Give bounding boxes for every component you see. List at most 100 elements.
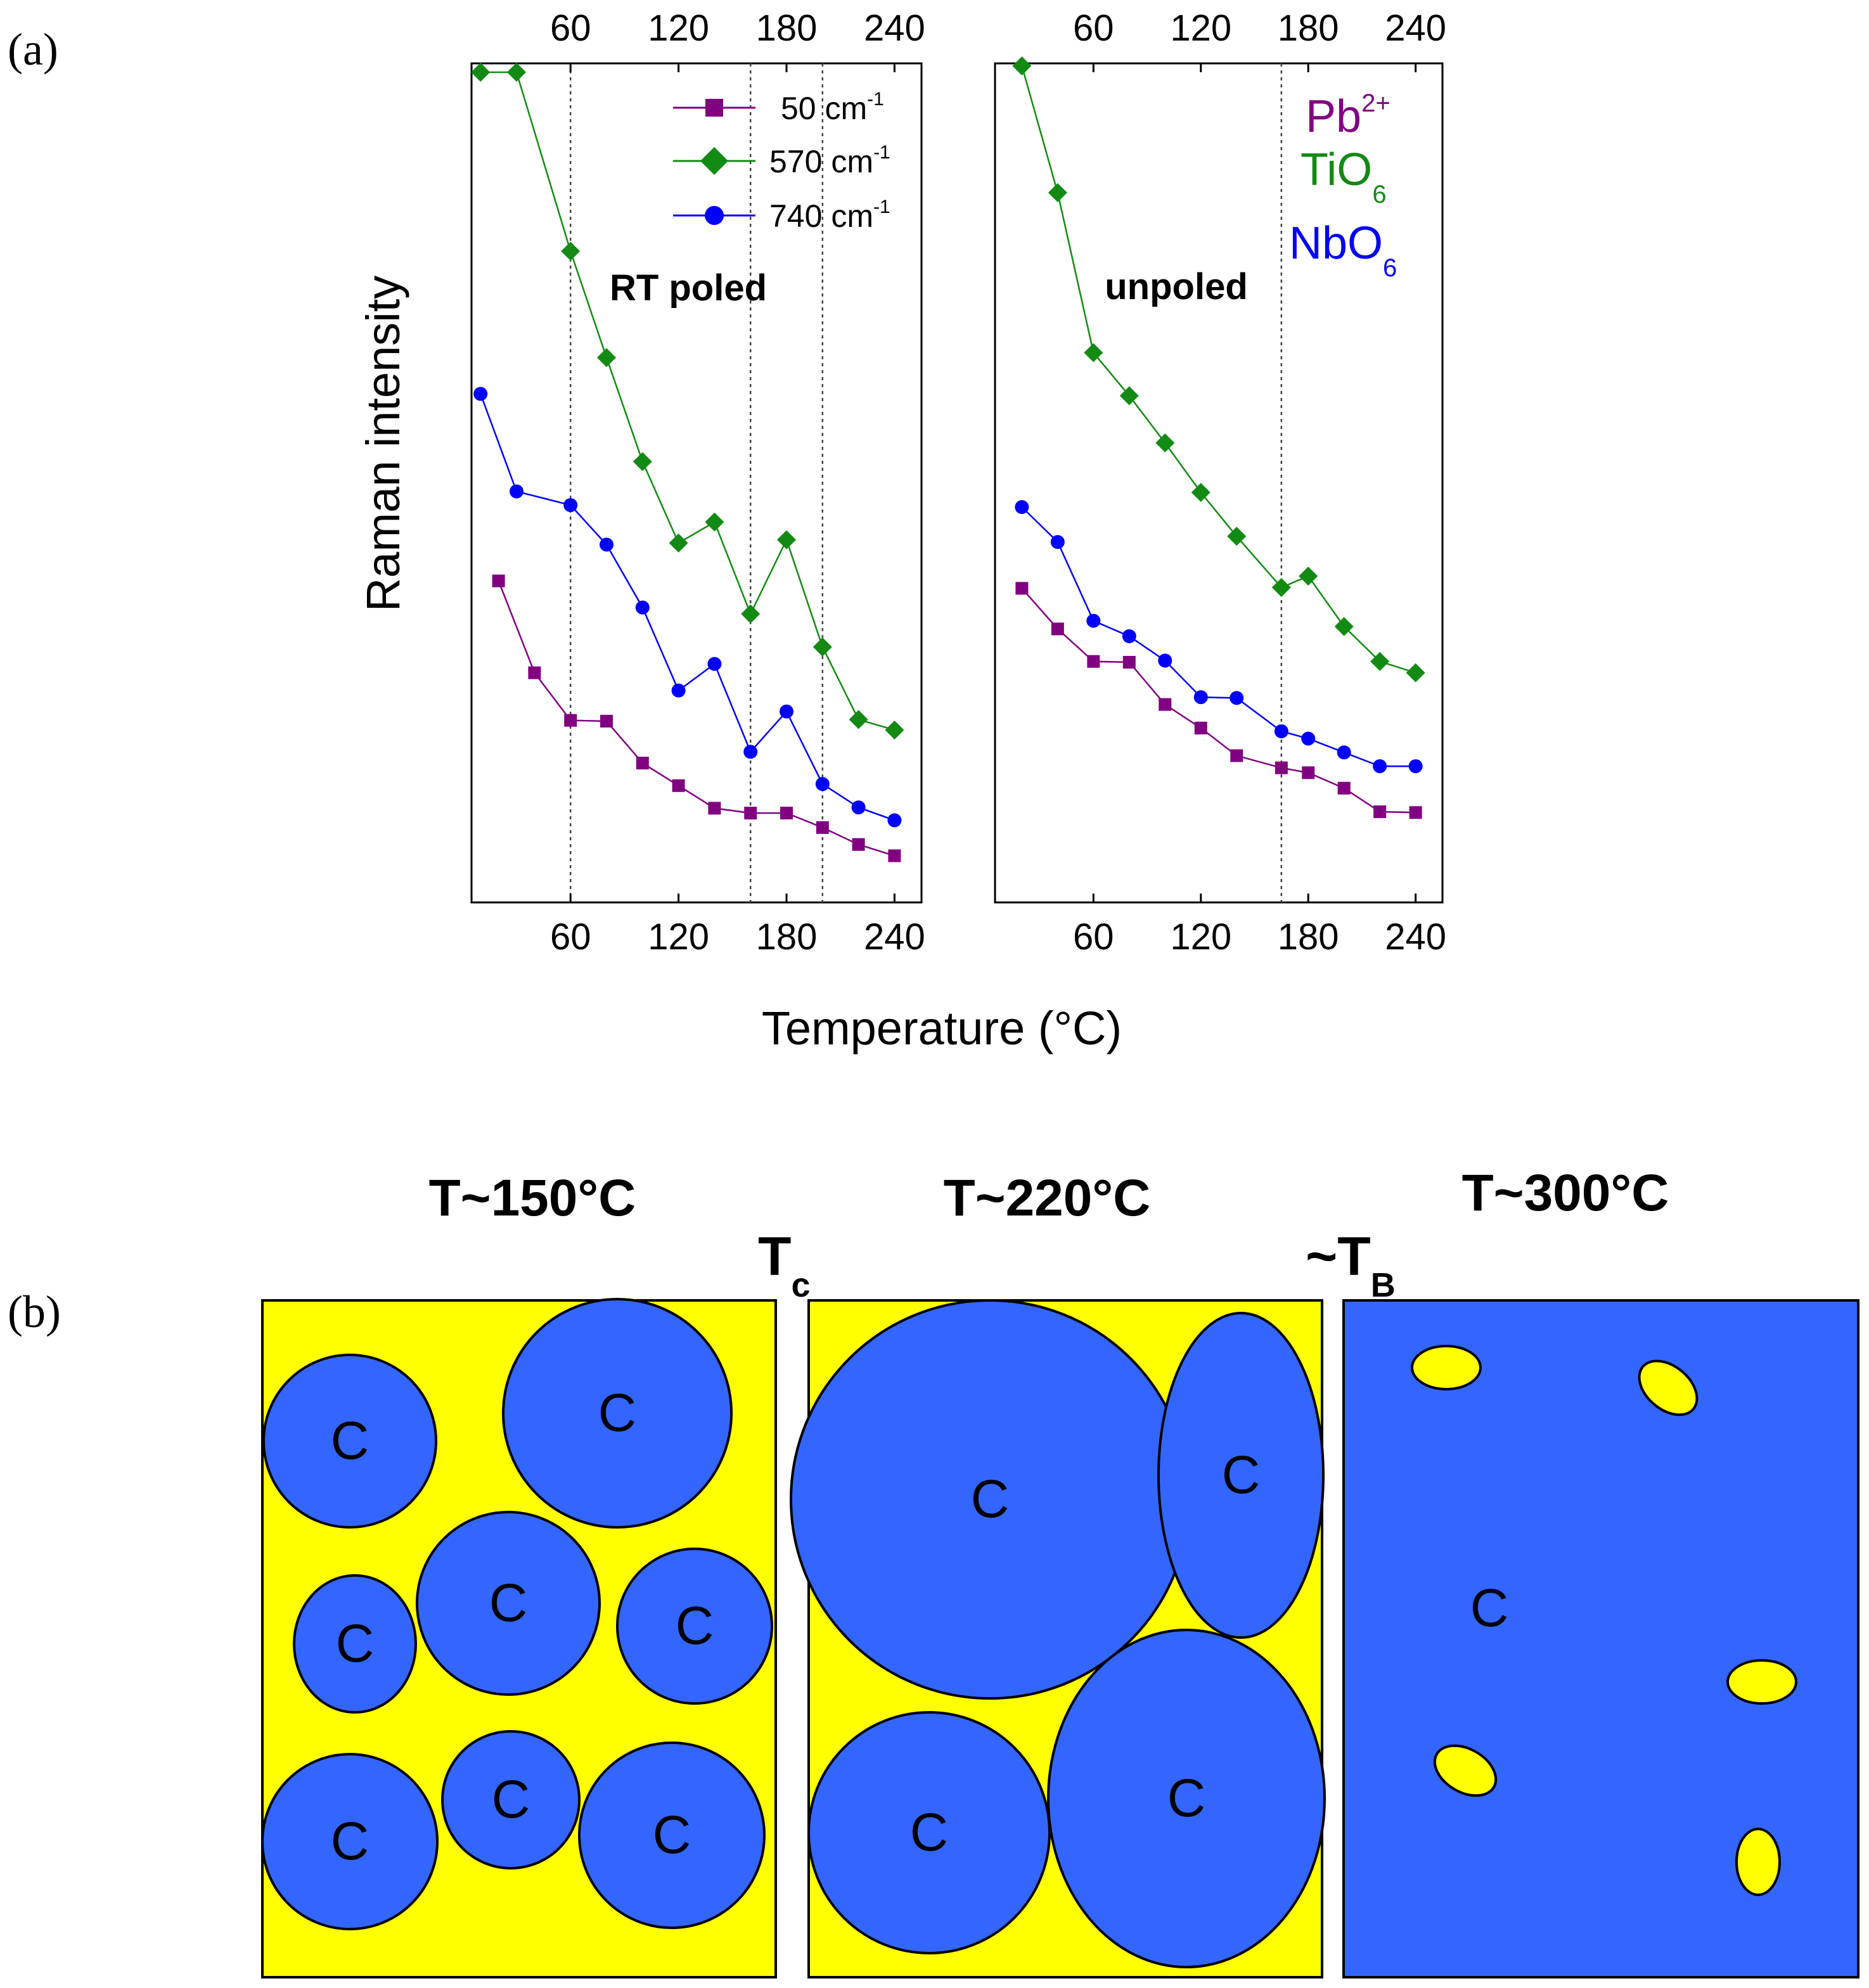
- x-tick-label: 180: [756, 916, 818, 958]
- series-line: [1021, 65, 1416, 674]
- domain-box-300: C: [1342, 1299, 1859, 1978]
- polar-nanoregion: [1735, 1828, 1781, 1896]
- data-point-circle: [815, 777, 830, 792]
- x-tick-label: 120: [1170, 916, 1231, 958]
- x-tick-label: 60: [550, 916, 591, 958]
- cubic-region: C: [1157, 1312, 1325, 1639]
- data-point-circle: [707, 657, 722, 671]
- data-point-circle: [1337, 745, 1351, 760]
- data-point-square: [636, 757, 649, 770]
- data-point-diamond: [1191, 483, 1211, 503]
- data-point-circle: [1408, 759, 1423, 774]
- region-label: C: [1470, 1578, 1509, 1638]
- region-label: C: [910, 1802, 949, 1862]
- data-point-diamond: [633, 452, 652, 471]
- panel-annotation: unpoled: [1105, 266, 1248, 307]
- cubic-region: C: [1047, 1629, 1326, 1968]
- ion-label-nbo: NbO6: [1289, 218, 1397, 282]
- data-point-diamond: [705, 512, 724, 532]
- data-point-circle: [563, 498, 578, 513]
- transition-label-tb: ~TB: [1306, 1226, 1396, 1304]
- data-point-diamond: [669, 533, 688, 553]
- cubic-region-shape: [1157, 1312, 1325, 1639]
- x-tick-label-top: 240: [1385, 8, 1446, 49]
- data-point-square: [1159, 698, 1172, 711]
- polar-nanoregion: [1726, 1659, 1797, 1705]
- x-tick-label-top: 180: [756, 8, 818, 49]
- data-point-diamond: [1155, 433, 1175, 452]
- cubic-region-shape: [616, 1548, 773, 1705]
- x-tick-label-top: 180: [1278, 8, 1339, 49]
- legend-entry-740: 740 cm-1: [673, 196, 890, 234]
- domain-box-220: C C C C: [790, 1299, 1326, 1978]
- legend-label: 740 cm-1: [769, 196, 890, 234]
- data-point-diamond: [741, 604, 761, 624]
- region-label: C: [492, 1769, 530, 1829]
- data-point-circle: [887, 813, 902, 828]
- region-label: C: [489, 1573, 528, 1632]
- data-point-diamond: [471, 63, 491, 82]
- temperature-label-150: T~150°C: [429, 1169, 636, 1227]
- data-point-circle: [1050, 535, 1065, 549]
- series-line: [1021, 587, 1416, 814]
- temperature-label-300: T~300°C: [1462, 1164, 1669, 1222]
- data-point-diamond: [777, 530, 796, 549]
- cubic-region-shape: [293, 1574, 417, 1714]
- data-point-diamond: [1227, 527, 1247, 546]
- data-point-diamond: [1084, 343, 1103, 362]
- region-label: C: [1222, 1445, 1261, 1504]
- cubic-region-shape: [262, 1354, 437, 1529]
- data-point-circle: [1230, 691, 1244, 705]
- data-point-square: [708, 802, 721, 815]
- data-point-square: [1409, 806, 1422, 819]
- legend-marker-circle: [705, 206, 724, 225]
- region-label: C: [598, 1383, 637, 1442]
- data-point-circle: [1122, 629, 1136, 643]
- data-point-square: [816, 821, 829, 834]
- data-point-diamond: [1012, 56, 1032, 75]
- data-point-diamond: [1334, 617, 1354, 636]
- legend-marker-diamond: [700, 147, 728, 175]
- x-tick-label: 60: [1073, 916, 1114, 958]
- region-label: C: [331, 1411, 369, 1470]
- data-point-diamond: [507, 63, 526, 82]
- data-point-square: [1275, 761, 1288, 774]
- y-axis-label: Raman intensity: [357, 276, 409, 612]
- data-point-square: [600, 714, 613, 728]
- series-line: [480, 71, 895, 731]
- cubic-region: C: [807, 1711, 1051, 1954]
- legend: 50 cm-1 570 cm-1 740 cm-1: [673, 89, 890, 234]
- data-point-circle: [671, 683, 686, 698]
- legend-entry-50: 50 cm-1: [673, 89, 884, 126]
- cubic-region-shape: [578, 1741, 766, 1929]
- temperature-label-220: T~220°C: [944, 1169, 1151, 1227]
- region-label: C: [653, 1805, 691, 1864]
- data-point-circle: [1086, 613, 1101, 628]
- data-point-circle: [635, 600, 650, 615]
- data-point-diamond: [885, 720, 904, 740]
- panel-label-b: (b): [8, 1286, 61, 1337]
- data-point-square: [1015, 582, 1029, 595]
- legend-marker-square: [705, 99, 723, 117]
- series-line: [1021, 506, 1416, 767]
- x-tick-label-top: 120: [1170, 8, 1231, 49]
- data-point-diamond: [597, 348, 616, 368]
- data-point-square: [888, 849, 901, 863]
- cubic-region: C: [502, 1298, 733, 1529]
- chart-rt-poled: 60 60 120 120 180 180 240 240 RT poled 50 cm-1 …: [470, 8, 925, 958]
- data-point-circle: [600, 537, 613, 552]
- x-axis-label: Temperature (°C): [762, 1002, 1122, 1055]
- region-label: C: [336, 1613, 375, 1673]
- data-point-diamond: [1370, 651, 1390, 671]
- x-tick-label-top: 60: [1073, 8, 1114, 49]
- data-point-diamond: [1406, 663, 1425, 683]
- data-point-diamond: [1119, 386, 1139, 406]
- data-point-square: [1194, 721, 1207, 734]
- cubic-region-shape: [807, 1711, 1051, 1954]
- cubic-region: C: [261, 1753, 439, 1930]
- polar-nanoregion: [1638, 1359, 1699, 1416]
- data-point-square: [672, 779, 685, 792]
- cubic-region-shape: [502, 1298, 733, 1529]
- plot-frame: [470, 62, 923, 904]
- data-point-diamond: [1271, 578, 1291, 598]
